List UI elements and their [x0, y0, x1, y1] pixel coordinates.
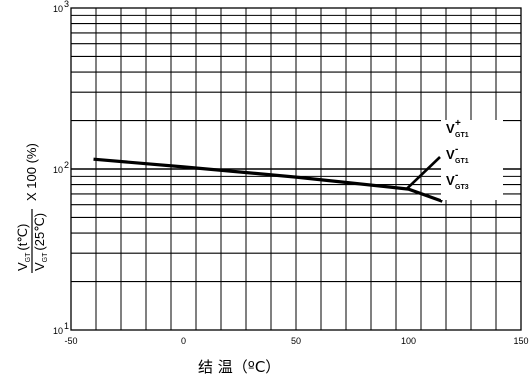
legend-entry: V - GT1 [446, 144, 469, 165]
legend-entry-superscript: - [455, 144, 458, 155]
y-axis-label: VGT(t℃) VGT(25℃) X 100 (%) [15, 143, 49, 273]
legend-pointer-line [405, 156, 441, 191]
y-label-denominator: VGT(25℃) [32, 213, 49, 271]
x-tick-label: 100 [401, 336, 416, 346]
y-tick-label: 10 2 [53, 160, 69, 175]
y-label-suffix: X 100 (%) [24, 143, 39, 201]
y-tick-label: 10 1 [53, 321, 69, 336]
y-tick-base: 10 [53, 165, 63, 175]
legend-entry-superscript: + [455, 118, 461, 129]
legend-entry-subscript: GT1 [455, 158, 469, 165]
legend-entry-subscript: GT1 [455, 132, 469, 139]
series-line [93, 157, 443, 203]
grid [70, 7, 522, 331]
x-tick-label: -50 [64, 336, 77, 346]
y-tick-exponent: 3 [64, 0, 69, 9]
legend-entry-symbol: V [446, 121, 455, 136]
legend-entry-symbol: V [446, 173, 455, 188]
x-tick-label: 0 [181, 336, 186, 346]
y-tick-exponent: 1 [64, 321, 69, 331]
legend-entry-symbol: V [446, 147, 455, 162]
legend-entry: V - GT3 [446, 170, 469, 191]
y-tick-exponent: 2 [64, 160, 69, 170]
x-axis-label: 结 温（ºC） [198, 358, 280, 376]
y-label-numerator: VGT(t℃) [15, 224, 32, 271]
y-tick-label: 10 3 [53, 0, 69, 14]
series-group [93, 157, 443, 203]
x-tick-label: 150 [513, 336, 528, 346]
legend-entry-subscript: GT3 [455, 184, 469, 191]
y-tick-base: 10 [53, 4, 63, 14]
y-tick-base: 10 [53, 326, 63, 336]
legend-entry-superscript: - [455, 170, 458, 181]
legend-background [441, 120, 503, 200]
x-tick-label: 50 [291, 336, 301, 346]
legend-entry: V + GT1 [446, 118, 469, 139]
